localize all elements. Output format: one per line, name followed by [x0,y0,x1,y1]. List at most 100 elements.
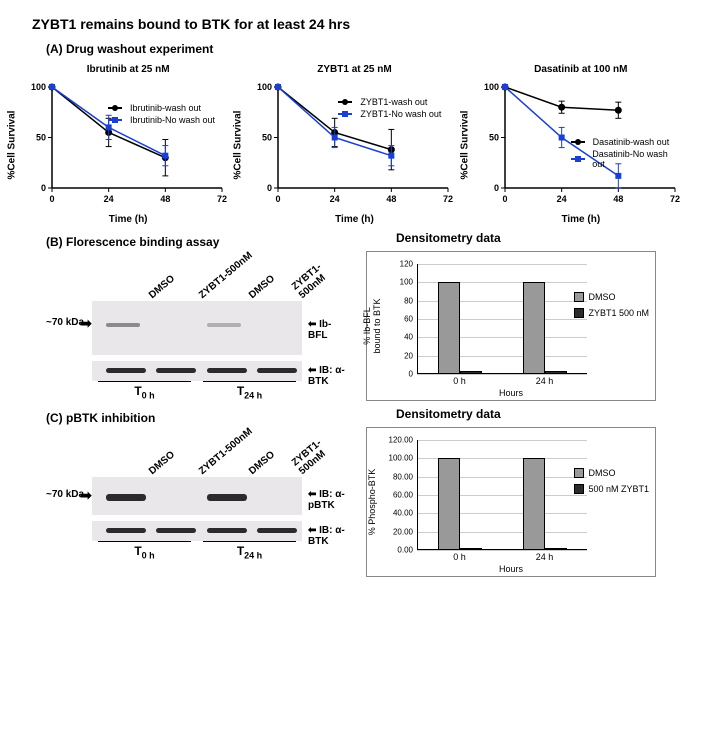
svg-text:100: 100 [484,82,499,92]
chart-title: Ibrutinib at 25 nM [18,64,238,75]
chart-title: Dasatinib at 100 nM [471,64,691,75]
svg-text:0: 0 [267,183,272,193]
lane-label: DMSO [147,273,177,301]
svg-text:0: 0 [41,183,46,193]
svg-text:48: 48 [160,194,170,204]
dens-plot: 0204060801001200 h24 h [417,264,587,374]
panel-b-western: DMSOZYBT1-500nMDMSOZYBT1-500nM ~70 kDa ➡… [46,257,346,400]
svg-text:100: 100 [31,82,46,92]
lane-label: ZYBT1-500nM [290,438,331,477]
chart-legend: ZYBT1-wash out ZYBT1-No wash out [338,97,441,121]
section-a-label: (A) Drug washout experiment [46,42,697,56]
gel-top [92,301,302,355]
panel-c-dens-chart: 0.00 20.00 40.00 60.00 80.00 100.00 120.00 0 h 2… [366,427,656,577]
dens-plot: 0.0020.0040.0060.0080.00100.00120.000 h2… [417,440,587,550]
y-axis-label: %Cell Survival [7,110,18,179]
y-tick: 60.00 [393,491,417,500]
line-chart: %Cell Survival 0501000244872 Dasatinib-w… [471,77,681,212]
legend-item: ZYBT1-No wash out [338,109,441,119]
y-tick: 120 [400,260,417,269]
dens-legend: DMSO ZYBT1 500 nM [574,292,649,324]
legend-item: 500 nM ZYBT1 [574,484,649,494]
panel-c-dens-title: Densitometry data [396,407,656,421]
chart-title: ZYBT1 at 25 nM [244,64,464,75]
bar [523,282,545,374]
bar [523,458,545,550]
y-tick: 80.00 [393,472,417,481]
dens-y-label: % Ib-BFLbound to BTK [363,298,383,353]
kda-label: ~70 kDa [46,317,84,328]
x-axis-label: Time (h) [244,214,464,225]
svg-text:24: 24 [104,194,114,204]
y-tick: 60 [404,315,417,324]
y-axis-label: %Cell Survival [459,110,470,179]
legend-item: ZYBT1-wash out [338,97,441,107]
lane-label: DMSO [247,273,277,301]
lane-label: ZYBT1-500nM [197,426,255,477]
panel-b-dens-title: Densitometry data [396,231,656,245]
y-tick: 120.00 [389,436,417,445]
chart-legend: Ibrutinib-wash out Ibrutinib-No wash out [108,103,215,127]
svg-text:48: 48 [613,194,623,204]
gel-top [92,477,302,515]
right-label-1: ⬅ Ib-BFL [308,319,346,341]
dens-x-label: Hours [499,388,523,398]
legend-item: ZYBT1 500 nM [574,308,649,318]
svg-text:24: 24 [556,194,566,204]
x-axis-label: Time (h) [471,214,691,225]
section-c-label: (C) pBTK inhibition [46,411,346,425]
x-tick: 24 h [536,374,554,386]
right-label-2: ⬅ IB: α-BTK [308,365,346,387]
svg-text:72: 72 [443,194,453,204]
chart-legend: Dasatinib-wash out Dasatinib-No wash out [571,137,681,171]
line-chart: %Cell Survival 0501000244872 ZYBT1-wash … [244,77,454,212]
y-tick: 40 [404,333,417,342]
panel-c-western: DMSOZYBT1-500nMDMSOZYBT1-500nM ~70 kDa ➡… [46,433,346,560]
legend-item: Dasatinib-wash out [571,137,681,147]
dens-x-label: Hours [499,564,523,574]
svg-text:72: 72 [670,194,680,204]
x-tick: 24 h [536,550,554,562]
panel-b-dens-chart: 0204060801001200 h24 h % Ib-BFLbound to B… [366,251,656,401]
arrow-icon: ➡ [80,315,92,332]
y-tick: 40.00 [393,509,417,518]
bar [438,458,460,550]
svg-text:0: 0 [502,194,507,204]
svg-text:50: 50 [262,133,272,143]
kda-label: ~70 kDa [46,489,84,500]
y-tick: 0.00 [397,546,417,555]
svg-text:48: 48 [387,194,397,204]
svg-text:24: 24 [330,194,340,204]
time-row: T0 h T24 h [92,541,302,560]
y-tick: 20 [404,351,417,360]
svg-text:100: 100 [257,82,272,92]
y-axis-label: %Cell Survival [233,110,244,179]
main-title: ZYBT1 remains bound to BTK for at least … [32,16,697,32]
svg-text:50: 50 [36,133,46,143]
svg-text:0: 0 [49,194,54,204]
washout-charts-row: Ibrutinib at 25 nM %Cell Survival 0 50 100… [18,64,691,225]
right-label-2: ⬅ IB: α-BTK [308,525,346,547]
x-tick: 0 h [453,374,466,386]
lane-label: ZYBT1-500nM [197,250,255,301]
svg-text:0: 0 [494,183,499,193]
legend-item: DMSO [574,468,649,478]
y-tick: 100 [400,278,417,287]
y-tick: 20.00 [393,527,417,536]
legend-item: Dasatinib-No wash out [571,149,681,169]
section-b-label: (B) Florescence binding assay [46,235,346,249]
right-label-1: ⬅ IB: α-pBTK [308,489,346,511]
y-tick: 100.00 [389,454,417,463]
dens-y-label: % Phospho-BTK [368,469,378,536]
dens-legend: DMSO 500 nM ZYBT1 [574,468,649,500]
bar [438,282,460,374]
lane-label: ZYBT1-500nM [290,262,331,301]
gel-bottom [92,521,302,541]
x-axis-label: Time (h) [18,214,238,225]
lane-label: DMSO [247,449,277,477]
y-tick: 0 [409,370,417,379]
x-tick: 0 h [453,550,466,562]
legend-item: Ibrutinib-No wash out [108,115,215,125]
time-row: T0 h T24 h [92,381,302,400]
arrow-icon: ➡ [80,487,92,504]
